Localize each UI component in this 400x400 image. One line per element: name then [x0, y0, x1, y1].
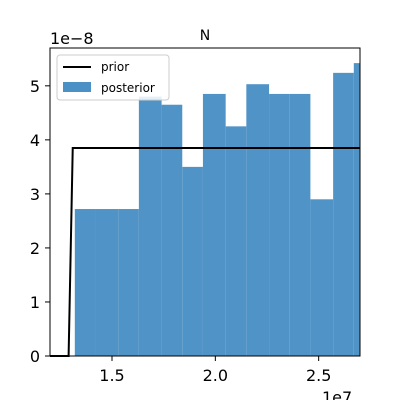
legend-prior-label: prior	[101, 60, 129, 74]
posterior-bar-5	[182, 166, 203, 356]
x-tick-label: 2.0	[203, 366, 228, 385]
legend-posterior-swatch	[63, 82, 91, 92]
posterior-bar-6	[202, 93, 226, 357]
legend-posterior-label: posterior	[101, 81, 155, 95]
posterior-bar-13	[353, 63, 360, 357]
y-tick-label: 1	[30, 293, 40, 312]
y-tick-label: 3	[30, 185, 40, 204]
posterior-bar-4	[161, 104, 183, 356]
posterior-bar-3	[138, 96, 162, 356]
posterior-bar-7	[225, 126, 247, 356]
posterior-bar-12	[333, 72, 354, 356]
posterior-bar-2	[118, 209, 139, 356]
posterior-bar-1	[95, 209, 119, 356]
x-offset-label: 1e7	[322, 388, 352, 400]
axes	[49, 47, 361, 357]
posterior-bar-0	[74, 209, 96, 356]
y-tick-label: 4	[30, 131, 40, 150]
plot-frame	[49, 47, 361, 357]
posterior-bar-10	[289, 93, 311, 357]
ticks: 1.5 2.0 2.5 0 1 2 3 4 5	[30, 77, 332, 385]
x-tick-label: 1.5	[99, 366, 124, 385]
posterior-bar-8	[246, 84, 270, 357]
posterior-bars	[74, 63, 360, 357]
y-offset-label: 1e−8	[50, 29, 94, 48]
posterior-bar-9	[269, 93, 290, 357]
y-tick-label: 2	[30, 239, 40, 258]
y-tick-label: 0	[30, 347, 40, 366]
legend: prior posterior	[56, 54, 170, 101]
chart-title: N	[200, 28, 210, 44]
x-tick-label: 2.5	[306, 366, 331, 385]
posterior-bar-11	[310, 199, 334, 356]
y-tick-label: 5	[30, 77, 40, 96]
